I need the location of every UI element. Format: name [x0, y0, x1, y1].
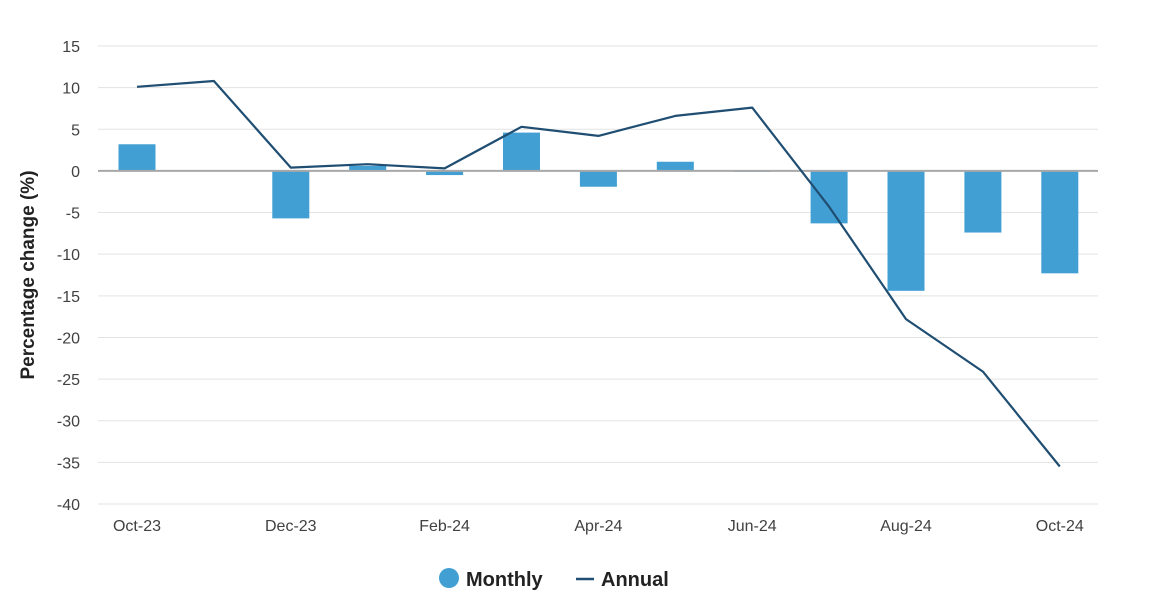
y-axis-title: Percentage change (%) — [18, 170, 39, 379]
monthly-bar — [810, 170, 848, 224]
monthly-bar — [118, 144, 156, 171]
monthly-bar — [1041, 170, 1079, 274]
x-tick-label: Oct-24 — [1036, 518, 1084, 535]
y-tick-label: -15 — [57, 289, 80, 306]
x-tick-label: Dec-23 — [265, 518, 317, 535]
y-tick-label: -10 — [57, 247, 80, 264]
y-tick-label: 15 — [62, 39, 80, 56]
monthly-bar — [349, 165, 387, 171]
monthly-bar — [656, 161, 694, 171]
legend-monthly-label: Monthly — [466, 569, 544, 591]
annual-series-line — [136, 79, 1061, 468]
y-tick-label: -5 — [66, 206, 80, 223]
monthly-bar — [503, 132, 540, 171]
x-tick-label: Oct-23 — [113, 518, 161, 535]
monthly-bar — [579, 170, 617, 187]
y-tick-label: 10 — [62, 81, 80, 98]
y-tick-label: -20 — [57, 330, 80, 347]
monthly-bar — [426, 170, 464, 176]
y-tick-label: -25 — [57, 372, 80, 389]
monthly-bar — [887, 170, 925, 291]
monthly-bar — [964, 170, 1002, 233]
y-tick-label: 0 — [71, 164, 80, 181]
monthly-bar — [272, 170, 310, 219]
x-tick-label: Feb-24 — [419, 518, 470, 535]
x-axis-ticks: Oct-23 Dec-23 Feb-24 Apr-24 Jun-24 Aug-24 Oct-… — [113, 518, 1084, 535]
y-axis-ticks: 15 10 5 0 -5 -10 -15 -20 -25 -30 -35 -40 — [57, 39, 80, 514]
x-tick-label: Apr-24 — [574, 518, 622, 535]
y-tick-label: -30 — [57, 414, 80, 431]
x-tick-label: Aug-24 — [880, 518, 932, 535]
y-tick-label: 5 — [71, 122, 80, 139]
annual-line — [136, 79, 1061, 468]
gridlines — [98, 45, 1098, 505]
legend-monthly-marker — [439, 568, 459, 588]
y-tick-label: -40 — [57, 497, 80, 514]
monthly-bars — [118, 132, 1079, 291]
y-tick-label: -35 — [57, 455, 80, 472]
legend: Monthly Annual — [439, 568, 669, 591]
legend-annual-label: Annual — [601, 569, 669, 591]
x-tick-label: Jun-24 — [728, 518, 777, 535]
